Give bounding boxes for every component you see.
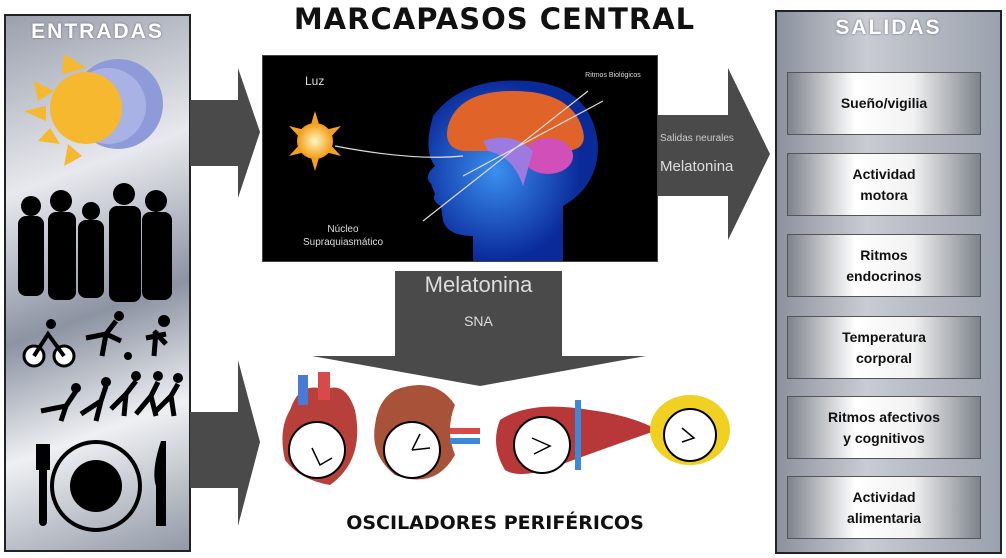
scn-label-line1: Núcleo — [327, 224, 359, 235]
output-body-temperature: Temperatura corporal — [787, 316, 981, 379]
down-arrow — [312, 271, 646, 386]
output-label: Actividad — [852, 488, 916, 505]
output-label: motora — [860, 186, 908, 203]
plate-cutlery-icon — [36, 440, 166, 532]
sports-icon — [22, 311, 170, 368]
peripheral-oscillators-title: OSCILADORES PERIFÉRICOS — [346, 512, 644, 534]
output-label: Temperatura — [842, 328, 926, 345]
neural-outputs-label: Salidas neurales — [660, 133, 734, 144]
inputs-title: ENTRADAS — [31, 20, 164, 43]
output-label: Ritmos — [860, 246, 908, 263]
people-silhouette-icon — [18, 183, 172, 302]
output-motor-activity: Actividad motora — [787, 153, 981, 216]
peripheral-oscillators — [282, 372, 730, 485]
outputs-panel: SALIDAS Sueño/vigilia Actividad motora Ri… — [775, 10, 1002, 554]
lower-input-arrow — [190, 360, 260, 526]
output-label: Ritmos afectivos — [827, 408, 941, 425]
output-feeding-activity: Actividad alimentaria — [787, 476, 981, 539]
sun-moon-icon — [24, 54, 163, 166]
output-label: alimentaria — [847, 509, 921, 526]
output-affective-cognitive: Ritmos afectivos y cognitivos — [787, 396, 981, 459]
biological-rhythms-label: Ritmos Biológicos — [585, 72, 641, 79]
output-arrow — [658, 68, 770, 240]
melatonin-label: Melatonina — [424, 272, 533, 297]
output-label: Sueño/vigilia — [840, 95, 928, 111]
output-sleep-wake: Sueño/vigilia — [787, 72, 981, 135]
output-label: corporal — [855, 349, 912, 366]
sna-label: SNA — [464, 313, 493, 329]
brain-cortex — [447, 91, 584, 151]
central-pacemaker-image: Luz Ritmos Biológicos Núcleo Supraquiasm… — [262, 55, 658, 262]
runners-icon — [40, 379, 181, 422]
output-label: y cognitivos — [843, 429, 925, 446]
melatonin-output-label: Melatonina — [660, 158, 734, 175]
page-title: MARCAPASOS CENTRAL — [293, 2, 696, 36]
output-endocrine-rhythms: Ritmos endocrinos — [787, 234, 981, 297]
scn-label-line2: Supraquiasmático — [302, 237, 384, 248]
outputs-title: SALIDAS — [835, 16, 942, 39]
output-label: Actividad — [852, 165, 916, 182]
inputs-panel: ENTRADAS — [4, 14, 191, 552]
inputs-illustrations — [18, 54, 183, 532]
output-label: endocrinos — [846, 267, 922, 284]
light-label: Luz — [305, 74, 325, 88]
sun-icon — [289, 111, 341, 171]
input-arrows — [190, 68, 260, 526]
upper-input-arrow — [190, 68, 260, 198]
brain-illustration — [289, 80, 604, 261]
